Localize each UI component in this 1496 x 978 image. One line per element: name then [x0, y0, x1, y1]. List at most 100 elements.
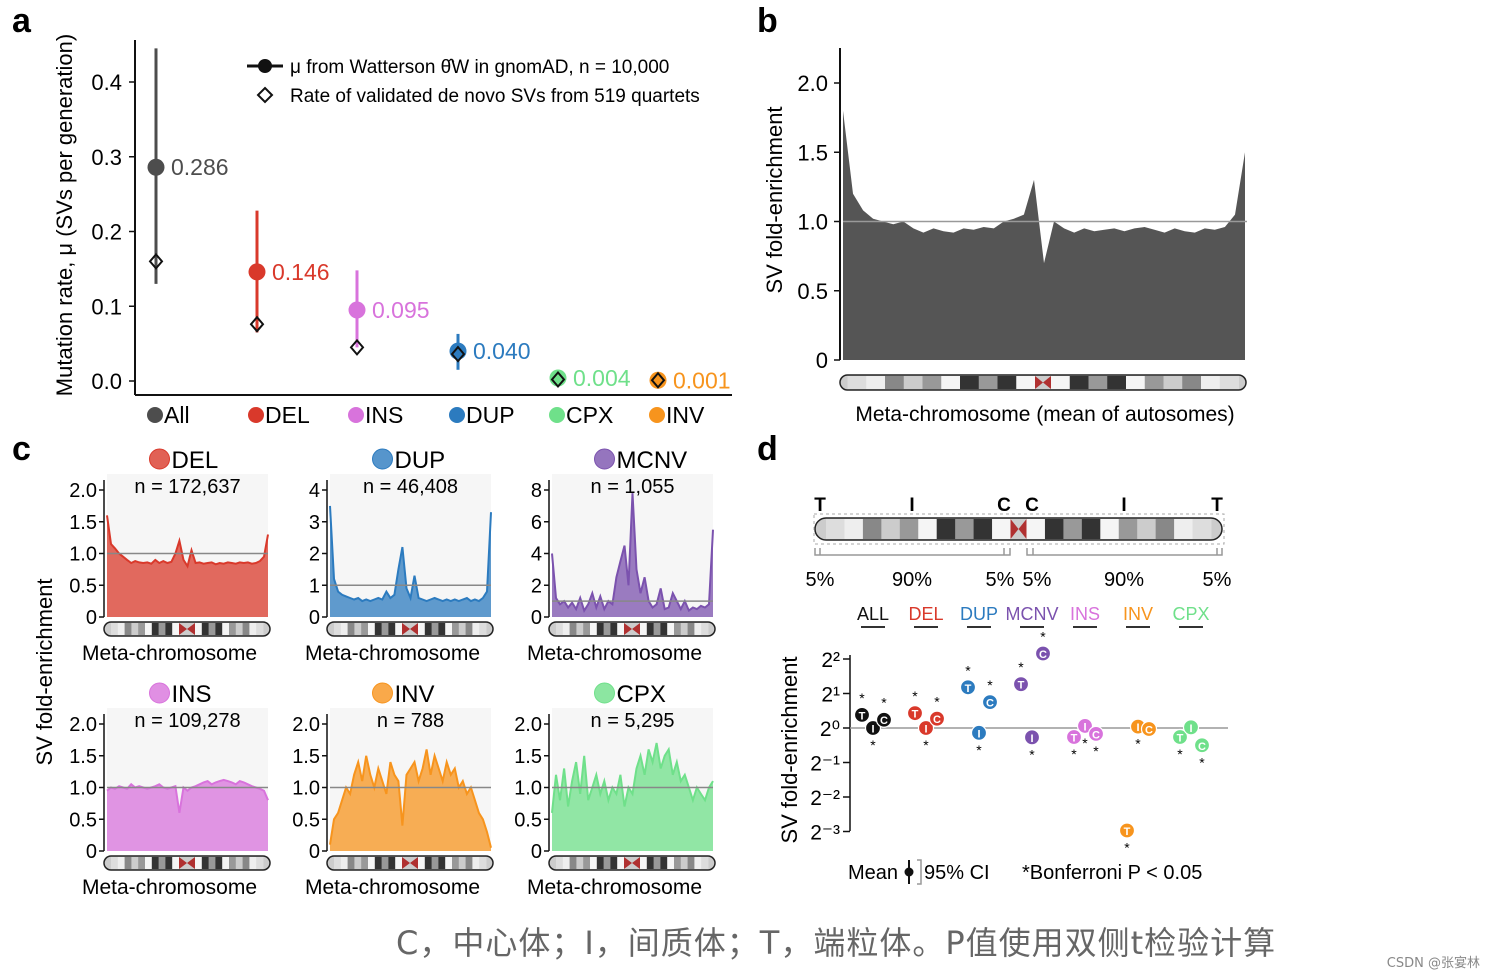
chromosome-band: [208, 623, 216, 635]
a-category-label-INS: INS: [365, 402, 403, 428]
d-point-DEL-T: [906, 705, 924, 722]
chromosome-band: [242, 623, 250, 635]
c-y-tick-label: 1.5: [69, 512, 97, 534]
d-point-MCNV-I: [1023, 729, 1041, 746]
chromosome-band: [978, 376, 998, 389]
c-n-label-INS: n = 109,278: [134, 710, 240, 732]
chromosome-band: [354, 857, 362, 869]
c-y-tick-label: 4: [531, 544, 542, 566]
d-point-region-label: I: [871, 724, 874, 736]
chromosome-band: [610, 623, 618, 635]
c-CPX-area: [552, 743, 713, 851]
chromosome-band: [590, 857, 598, 869]
chromosome-band: [368, 857, 376, 869]
d-point-region-label: T: [1018, 680, 1025, 692]
chromosome-band: [583, 623, 591, 635]
d-significance-star-icon: *: [1135, 736, 1141, 752]
c-y-tick-label: 1.0: [514, 778, 542, 800]
d-significance-star-icon: *: [934, 694, 940, 710]
chromosome-band: [235, 857, 244, 869]
chromosome-band: [660, 623, 668, 635]
a-mu-label-All: 0.286: [171, 154, 229, 180]
chromosome-band: [438, 857, 446, 869]
chromosome-band: [1201, 376, 1221, 389]
c-y-tick-label: 2.0: [514, 714, 542, 736]
chromosome-band: [603, 623, 611, 635]
chromosome-band: [1219, 376, 1239, 389]
chromosome-band: [374, 857, 383, 869]
chromosome-band: [374, 623, 383, 635]
chromosome-band: [667, 623, 675, 635]
a-mu-point-All: [147, 158, 165, 176]
c-title-dot-INV: [372, 682, 393, 704]
chromosome-band: [395, 857, 403, 869]
c-title-DUP: DUP: [395, 447, 446, 474]
chromosome-band: [431, 857, 439, 869]
d-significance-star-icon: *: [987, 677, 993, 693]
c-INS-line: [106, 778, 269, 814]
d-point-region-label: C: [986, 698, 994, 710]
centromere-marker: [179, 857, 195, 869]
chromosome-band: [1163, 376, 1183, 389]
c-meta-chromosome: [326, 855, 494, 871]
d-point-DUP-I: [970, 724, 988, 741]
a-mu-label-DEL: 0.146: [272, 259, 330, 285]
chromosome-band: [1069, 376, 1089, 389]
chromosome-band: [955, 519, 975, 539]
chromosome-band: [680, 857, 689, 869]
c-y-tick-label: 2: [531, 575, 542, 597]
d-point-DUP-T: [959, 679, 977, 696]
d-category-label-CPX: CPX: [1172, 604, 1209, 624]
d-significance-star-icon: *: [1029, 746, 1035, 762]
d-significance-star-icon: *: [1071, 746, 1077, 762]
chromosome-band: [1155, 519, 1175, 539]
d-y-tick-label: 2²: [821, 649, 840, 672]
a-mu-point-INV: [649, 371, 667, 389]
d-meta-chromosome: [814, 517, 1223, 541]
d-point-INS-C: [1087, 725, 1105, 742]
chromosome-band: [229, 623, 237, 635]
chromosome-band: [388, 857, 396, 869]
chromosome-band: [687, 857, 695, 869]
chromosome-band: [172, 857, 180, 869]
chromosome-band: [242, 857, 250, 869]
c-y-tick-label: 1.5: [514, 746, 542, 768]
d-point-MCNV-C: [1034, 645, 1052, 662]
d-category-label-INV: INV: [1123, 604, 1153, 624]
d-point-ALL-I: [864, 719, 882, 737]
d-region-pct: 5%: [1203, 569, 1232, 591]
d-point-region-label: T: [1124, 826, 1131, 838]
c-y-tick-label: 2.0: [292, 714, 320, 736]
d-point-DUP-C: [981, 694, 999, 711]
chromosome-band: [596, 857, 605, 869]
chromosome-band: [1081, 519, 1101, 539]
chromosome-band: [145, 857, 153, 869]
a-category-dot-CPX: [549, 407, 565, 423]
c-title-CPX: CPX: [617, 681, 666, 708]
a-category-dot-DUP: [449, 407, 465, 423]
d-point-CPX-T: [1171, 728, 1189, 746]
figure-caption: C，中心体；I，间质体；T，端粒体。P值使用双侧t检验计算: [396, 924, 1277, 962]
d-point-region-label: C: [1092, 729, 1100, 741]
chromosome-band: [1063, 519, 1083, 539]
chromosome-band: [256, 623, 264, 635]
d-category-label-DUP: DUP: [960, 604, 998, 624]
chromosome-band: [347, 857, 355, 869]
chromosome-band: [472, 857, 480, 869]
chromosome-band: [201, 623, 210, 635]
chromosome-band: [687, 623, 695, 635]
chromosome-band: [590, 623, 598, 635]
c-y-tick-label: 1.5: [292, 746, 320, 768]
chromosome-band: [124, 857, 132, 869]
chromosome-band: [903, 376, 923, 389]
d-point-DEL-C: [928, 710, 946, 727]
a-category-dot-INS: [348, 407, 364, 423]
chromosome-band: [701, 857, 709, 869]
d-category-label-INS: INS: [1070, 604, 1100, 624]
a-mu-label-INS: 0.095: [372, 297, 430, 323]
c-y-tick-label: 0: [309, 607, 320, 629]
chromosome-band: [340, 857, 349, 869]
c-y-tick-label: 0: [531, 841, 542, 863]
a-y-tick-label: 0.0: [91, 369, 122, 394]
